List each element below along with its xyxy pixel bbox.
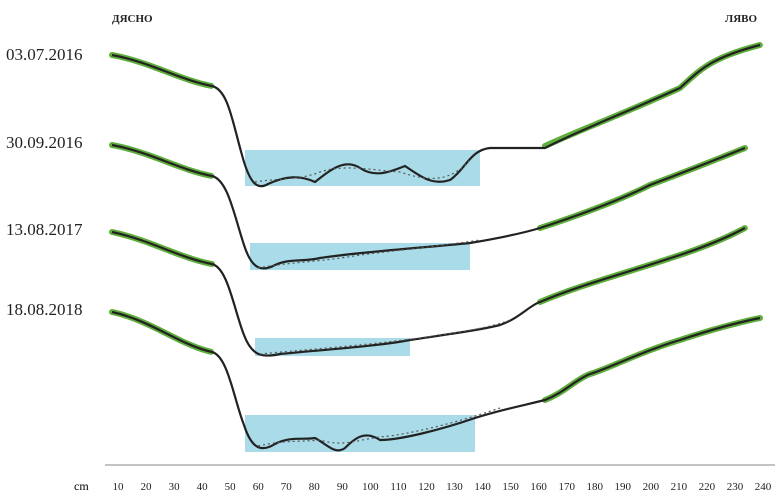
tick-label: 200 — [643, 481, 660, 493]
profile-date: 18.08.2018 — [6, 300, 83, 319]
right-bank-label: ЛЯВО — [725, 13, 757, 25]
tick-label: 80 — [309, 481, 321, 493]
tick-label: 50 — [225, 481, 237, 493]
profile — [112, 45, 760, 186]
profile-date: 13.08.2017 — [6, 220, 83, 239]
cross-section-diagram: ДЯСНО ЛЯВО 03.07.2016 30.09.2016 13.08.2… — [0, 0, 782, 494]
tick-label: 220 — [699, 481, 716, 493]
tick-label: 120 — [418, 481, 435, 493]
tick-label: 40 — [197, 481, 209, 493]
grass — [545, 45, 760, 146]
profile — [112, 312, 760, 452]
tick-label: 70 — [281, 481, 293, 493]
tick-label: 210 — [671, 481, 688, 493]
tick-label: 20 — [141, 481, 153, 493]
profile-date: 30.09.2016 — [6, 133, 83, 152]
tick-label: 170 — [558, 481, 575, 493]
axis-ticks: 10 20 30 40 50 60 70 80 90 100 110 120 130 140 150 160 1… — [113, 481, 772, 493]
riverbed — [112, 312, 760, 450]
profile-date: 03.07.2016 — [6, 45, 83, 64]
tick-label: 10 — [113, 481, 125, 493]
grass — [545, 318, 760, 400]
tick-label: 190 — [615, 481, 632, 493]
tick-label: 60 — [253, 481, 265, 493]
tick-label: 240 — [755, 481, 772, 493]
water — [245, 415, 475, 452]
tick-label: 140 — [474, 481, 491, 493]
tick-label: 110 — [390, 481, 407, 493]
tick-label: 130 — [446, 481, 463, 493]
tick-label: 30 — [169, 481, 181, 493]
tick-label: 180 — [586, 481, 603, 493]
axis-unit: cm — [74, 479, 89, 493]
tick-label: 160 — [530, 481, 547, 493]
left-bank-label: ДЯСНО — [112, 13, 153, 25]
tick-label: 100 — [362, 481, 379, 493]
tick-label: 150 — [502, 481, 519, 493]
tick-label: 230 — [727, 481, 744, 493]
tick-label: 90 — [337, 481, 349, 493]
